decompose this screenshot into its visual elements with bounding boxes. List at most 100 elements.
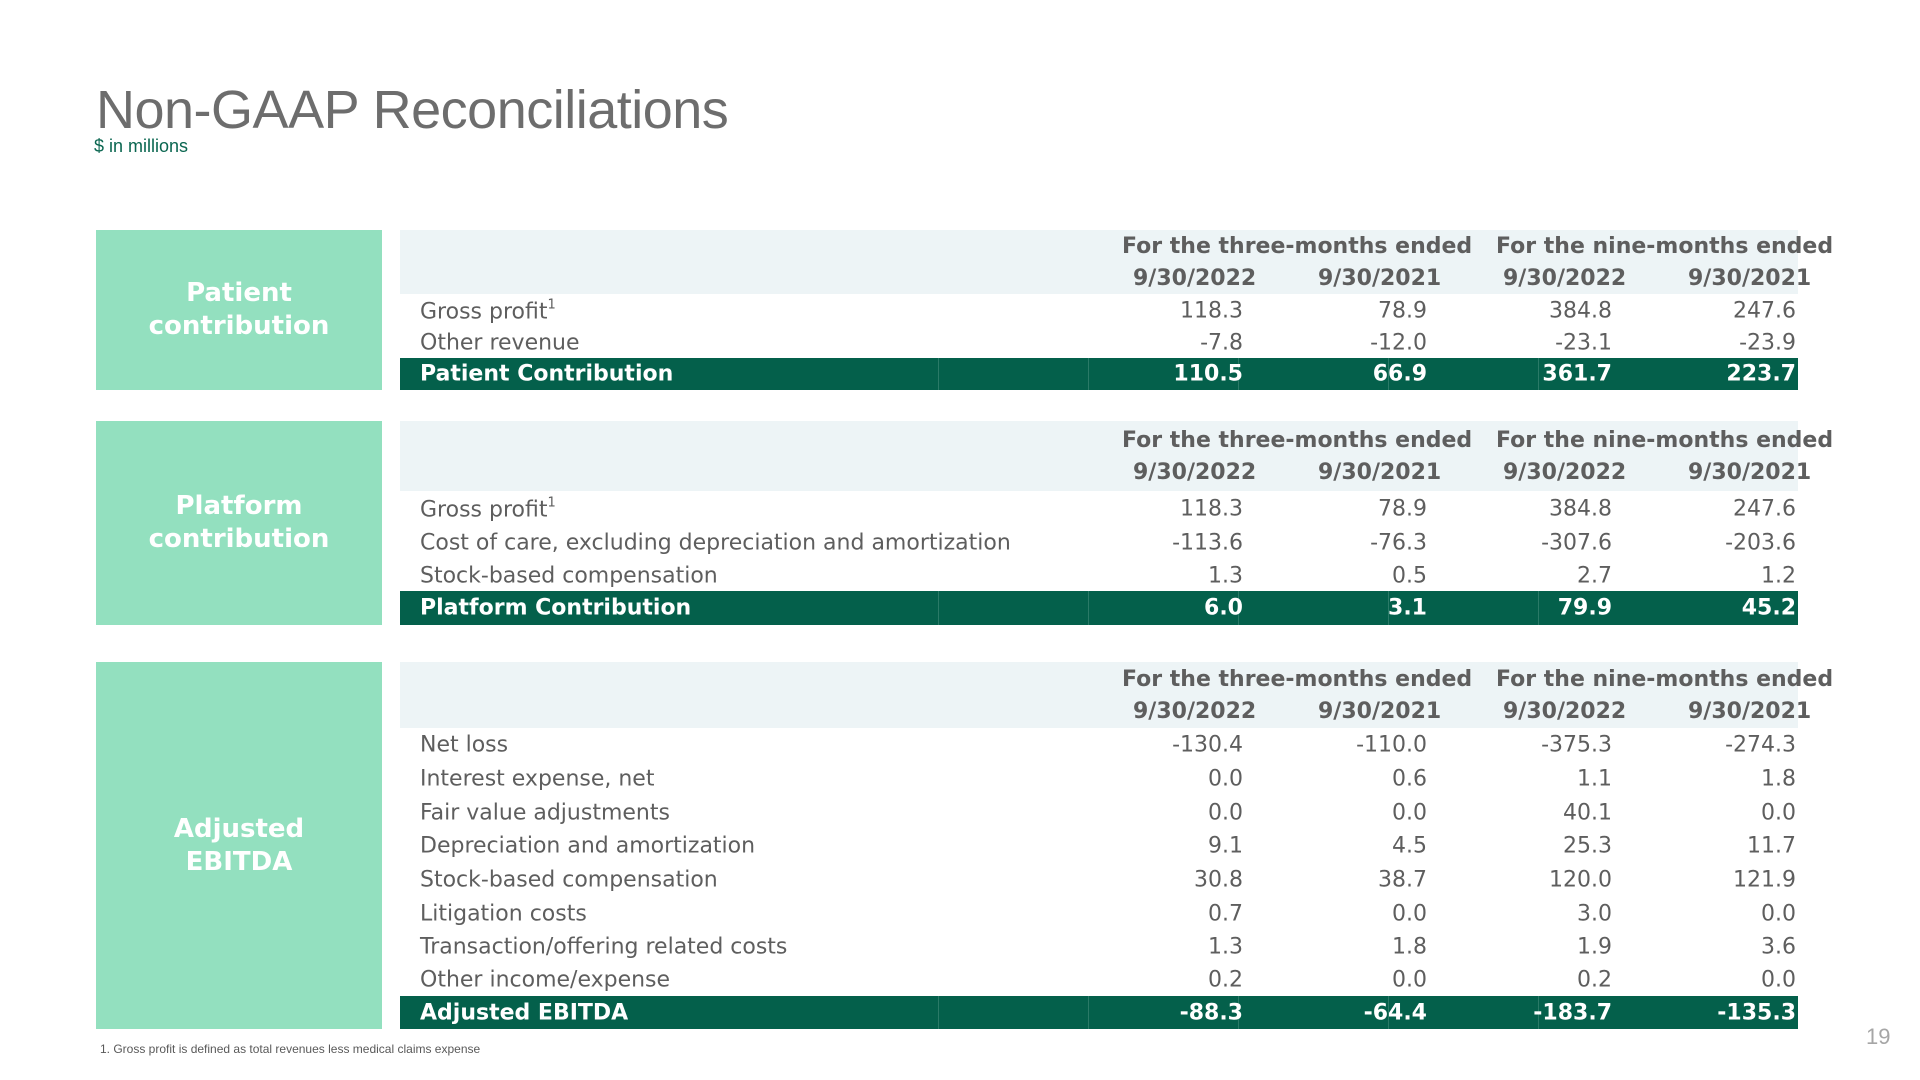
- row-label: Other revenue: [420, 330, 580, 355]
- cell-divider: [1238, 996, 1239, 1029]
- date-header: 9/30/2021: [1688, 460, 1812, 485]
- value-cell: 38.7: [1378, 867, 1427, 893]
- date-header: 9/30/2021: [1688, 266, 1812, 291]
- value-cell: 4.5: [1392, 833, 1427, 859]
- value-cell: 120.0: [1549, 867, 1612, 893]
- table-row: Cost of care, excluding depreciation and…: [400, 526, 1798, 560]
- total-row: Adjusted EBITDA -88.3 -64.4 -183.7 -135.3: [400, 996, 1798, 1029]
- table-header: For the three-months ended For the nine-m…: [400, 230, 1833, 294]
- value-cell: 121.9: [1733, 867, 1796, 893]
- cell-divider: [938, 358, 939, 390]
- value-cell: 0.0: [1392, 967, 1427, 993]
- row-label: Other income/expense: [420, 968, 670, 993]
- cell-divider: [1388, 591, 1389, 625]
- footnote-marker: 1: [547, 495, 556, 510]
- table-row: Stock-based compensation 1.3 0.5 2.7 1.2: [400, 560, 1798, 591]
- cell-divider: [1088, 358, 1089, 390]
- row-label: Transaction/offering related costs: [420, 935, 787, 960]
- side-label: Platform contribution: [148, 491, 330, 554]
- value-cell: -7.8: [1200, 330, 1243, 355]
- table-row: Litigation costs 0.7 0.0 3.0 0.0: [400, 897, 1798, 930]
- value-cell: 0.2: [1208, 967, 1243, 993]
- row-label-text: Net loss: [420, 732, 509, 758]
- value-cell: 0.0: [1392, 901, 1427, 926]
- page-title: Non-GAAP Reconciliations: [96, 80, 729, 140]
- nine-months-header: For the nine-months ended: [1496, 667, 1834, 692]
- value-cell: -203.6: [1725, 530, 1796, 556]
- value-cell: 78.9: [1378, 496, 1427, 521]
- cell-divider: [1238, 591, 1239, 625]
- value-cell: 0.7: [1208, 901, 1243, 926]
- table-row: Stock-based compensation 30.8 38.7 120.0 121…: [400, 863, 1798, 897]
- footnote: 1. Gross profit is defined as total reve…: [100, 1042, 481, 1056]
- total-label: Patient Contribution: [420, 361, 674, 387]
- row-label-text: Gross profit: [420, 497, 548, 522]
- value-cell: -130.4: [1172, 732, 1243, 758]
- three-months-header: For the three-months ended: [1122, 234, 1473, 259]
- row-label: Gross profit1: [420, 297, 556, 324]
- value-cell: -12.0: [1370, 330, 1427, 355]
- value-cell: 0.0: [1392, 800, 1427, 825]
- row-label-text: Fair value adjustments: [420, 800, 670, 825]
- date-header: 9/30/2021: [1318, 266, 1442, 291]
- value-cell: 25.3: [1563, 833, 1612, 859]
- row-label: Interest expense, net: [420, 767, 654, 792]
- value-cell: -76.3: [1370, 530, 1427, 556]
- patient-contribution-side-box: Patient contribution: [96, 230, 382, 390]
- table-row: Gross profit1 118.3 78.9 384.8 247.6: [400, 491, 1798, 526]
- three-months-header: For the three-months ended: [1122, 667, 1473, 692]
- value-cell: 11.7: [1747, 833, 1796, 859]
- row-label-text: Stock-based compensation: [420, 563, 718, 588]
- row-label-text: Other income/expense: [420, 967, 671, 993]
- cell-divider: [1388, 996, 1389, 1029]
- row-label: Litigation costs: [420, 901, 587, 926]
- date-header: 9/30/2022: [1133, 460, 1257, 485]
- platform-contribution-section: Platform contribution For the three-month…: [96, 421, 1833, 625]
- value-cell: 1.3: [1208, 563, 1243, 588]
- total-value-cell: 223.7: [1726, 361, 1796, 387]
- cell-divider: [1538, 358, 1539, 390]
- total-value-cell: 361.7: [1542, 361, 1612, 387]
- row-label-text: Stock-based compensation: [420, 867, 718, 893]
- value-cell: 0.5: [1392, 563, 1427, 588]
- period-group-row: For the three-months ended For the nine-m…: [400, 230, 1833, 262]
- value-cell: 0.0: [1761, 901, 1796, 926]
- row-label: Stock-based compensation: [420, 563, 718, 588]
- value-cell: 118.3: [1180, 298, 1243, 323]
- row-label-text: Interest expense, net: [420, 766, 655, 792]
- row-label: Depreciation and amortization: [420, 834, 755, 859]
- platform-contribution-side-box: Platform contribution: [96, 421, 382, 625]
- total-value-cell: 79.9: [1557, 595, 1612, 621]
- date-header: 9/30/2022: [1503, 699, 1627, 724]
- date-header: 9/30/2021: [1688, 699, 1812, 724]
- row-label-text: Other revenue: [420, 330, 580, 355]
- value-cell: 1.8: [1392, 934, 1427, 960]
- cell-divider: [1088, 996, 1089, 1029]
- total-row: Platform Contribution 6.0 3.1 79.9 45.2: [400, 591, 1798, 625]
- value-cell: 0.6: [1392, 766, 1427, 792]
- total-value-cell: 110.5: [1173, 361, 1243, 387]
- value-cell: -307.6: [1541, 530, 1612, 556]
- date-header: 9/30/2022: [1503, 266, 1627, 291]
- date-header: 9/30/2022: [1503, 460, 1627, 485]
- row-label-text: Transaction/offering related costs: [420, 934, 788, 960]
- table-header: For the three-months ended For the nine-m…: [400, 662, 1833, 728]
- value-cell: 78.9: [1378, 298, 1427, 323]
- date-header: 9/30/2022: [1133, 266, 1257, 291]
- period-group-row: For the three-months ended For the nine-m…: [400, 424, 1833, 456]
- cell-divider: [1238, 358, 1239, 390]
- value-cell: 1.2: [1761, 563, 1796, 588]
- patient-contribution-table: For the three-months ended For the nine-m…: [400, 230, 1833, 390]
- value-cell: 40.1: [1563, 800, 1612, 825]
- row-label-text: Depreciation and amortization: [420, 833, 756, 859]
- table-row: Net loss -130.4 -110.0 -375.3 -274.3: [400, 728, 1798, 762]
- date-header-row: 9/30/2022 9/30/2021 9/30/2022 9/30/2021: [400, 456, 1811, 488]
- date-header: 9/30/2022: [1133, 699, 1257, 724]
- total-value-cell: 3.1: [1388, 595, 1427, 621]
- page-number: 19: [1866, 1024, 1891, 1049]
- total-value-cell: -88.3: [1179, 1000, 1243, 1025]
- value-cell: -23.9: [1739, 330, 1796, 355]
- row-label-text: Litigation costs: [420, 901, 587, 926]
- three-months-header: For the three-months ended: [1122, 428, 1473, 453]
- table-row: Other income/expense 0.2 0.0 0.2 0.0: [400, 964, 1798, 996]
